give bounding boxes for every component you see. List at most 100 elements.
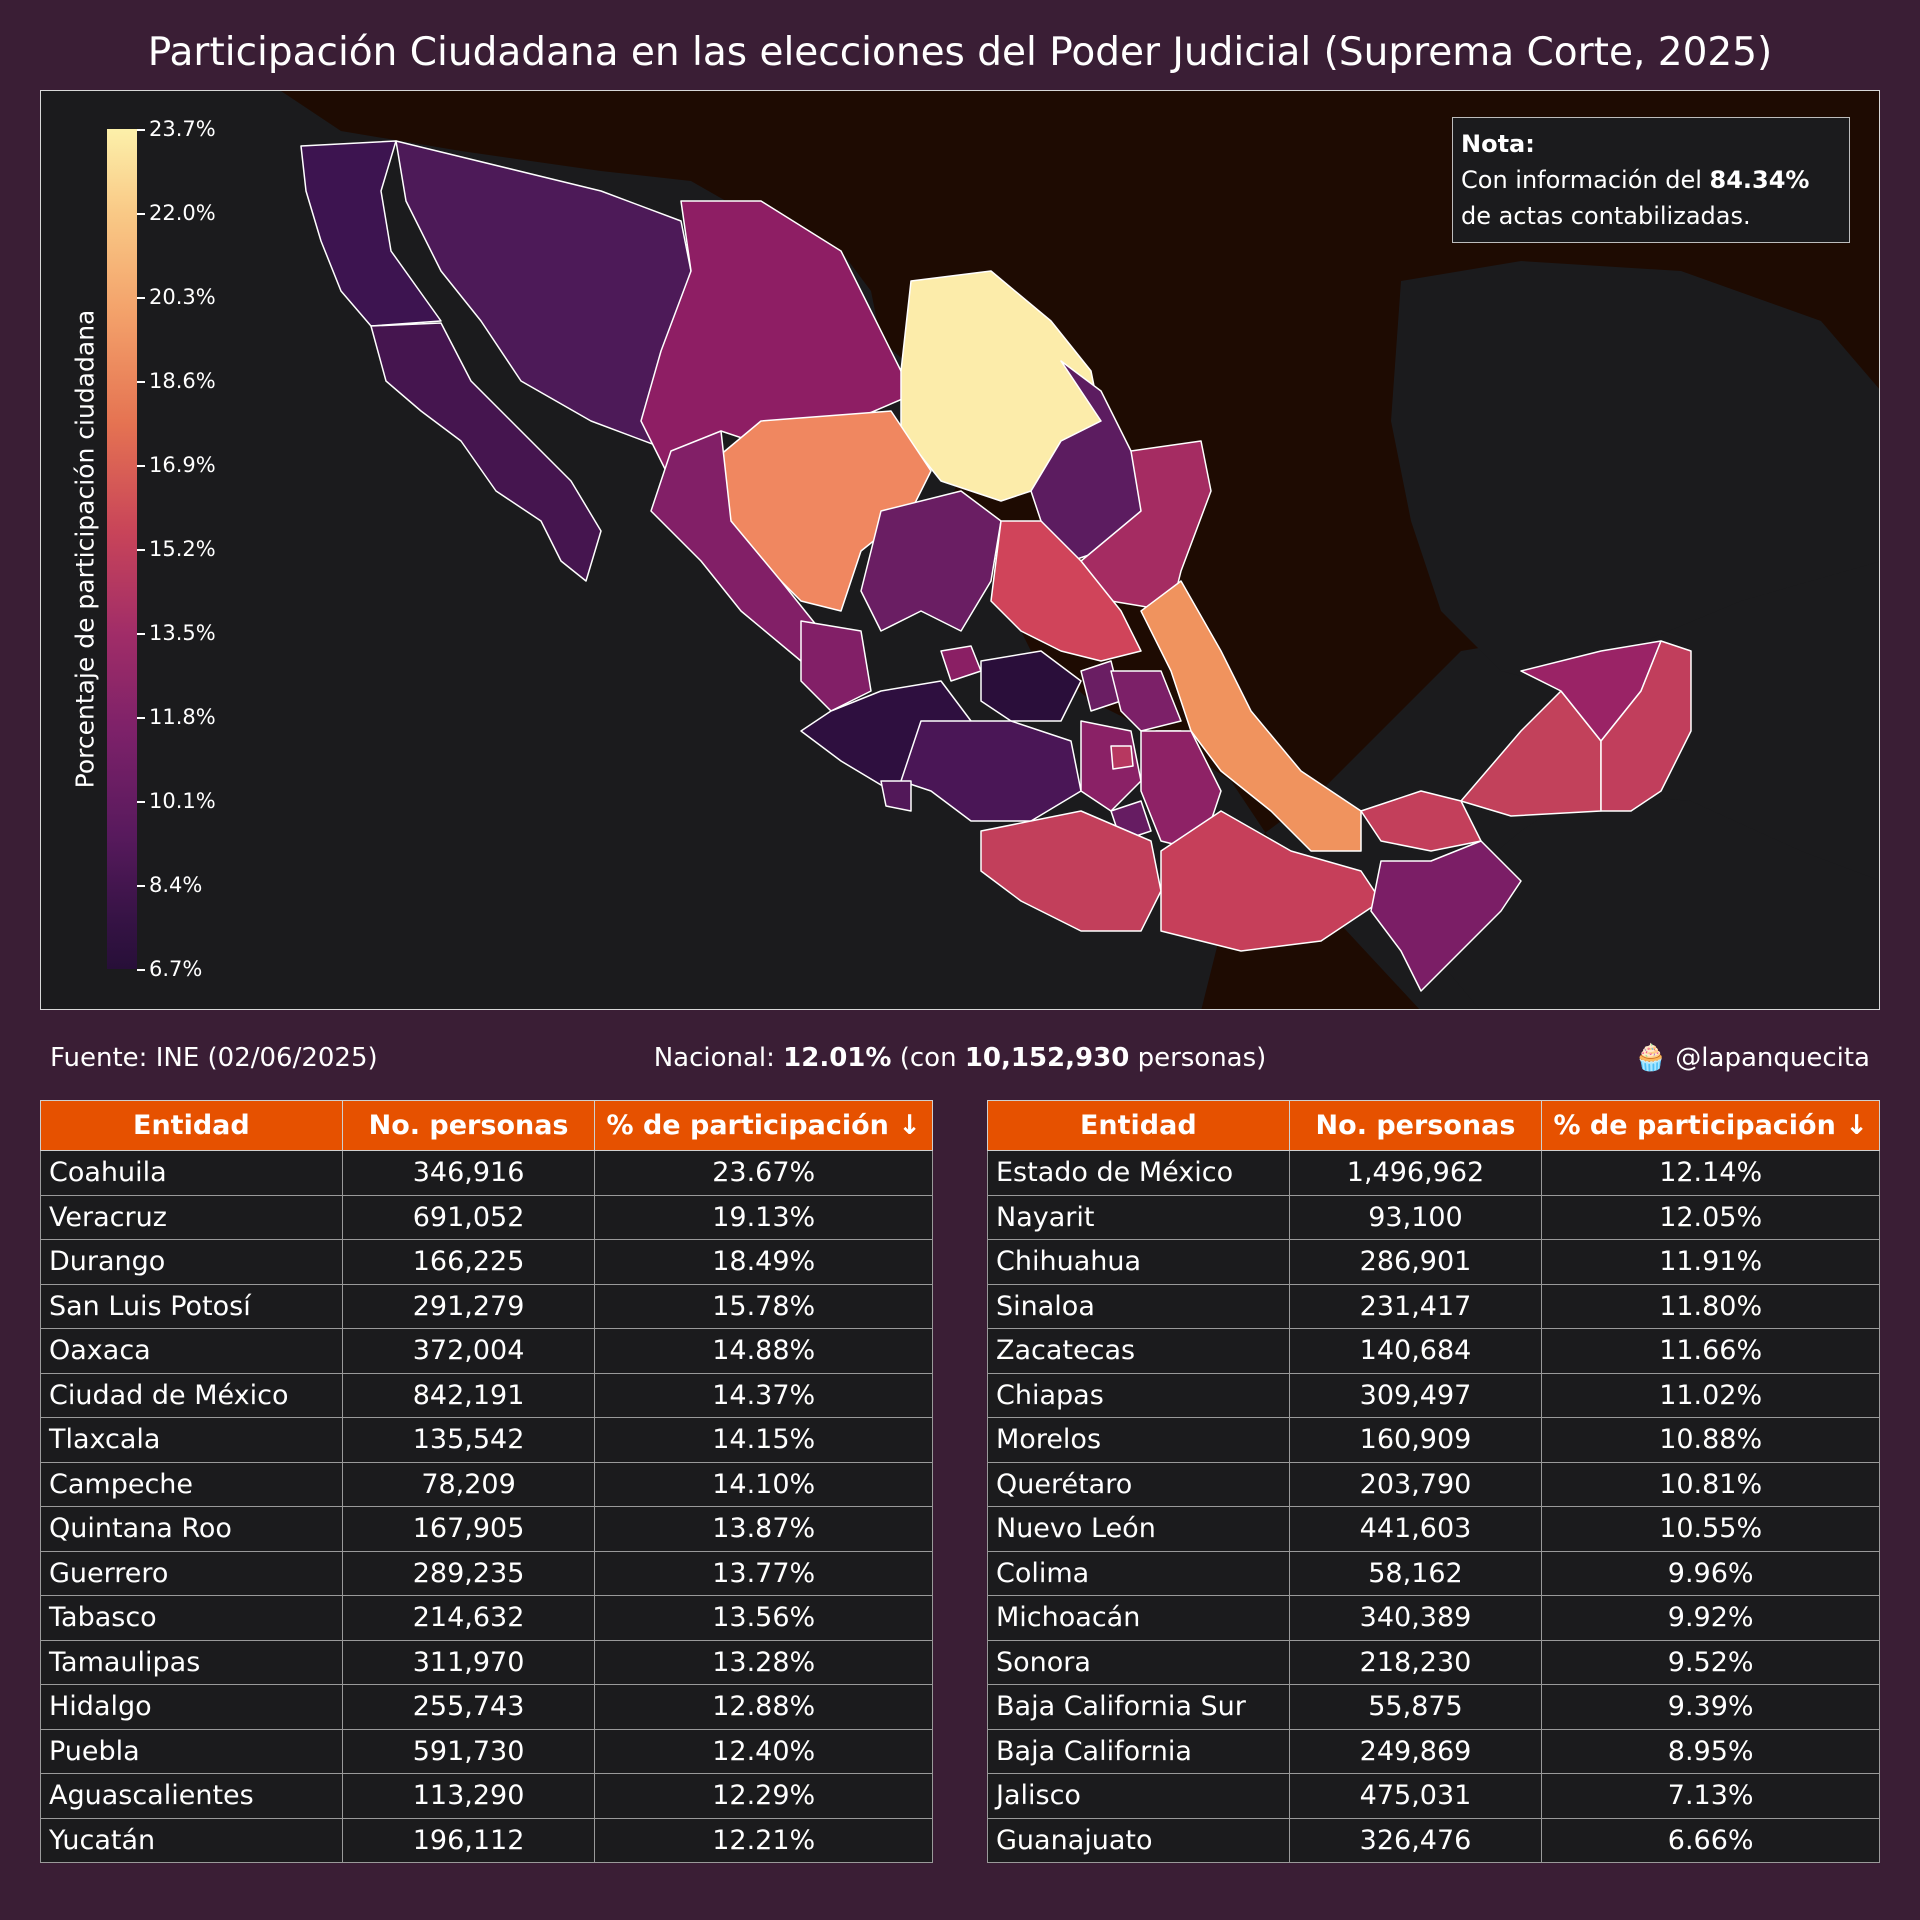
note-line1-value: 84.34% — [1709, 166, 1810, 194]
col-header-personas[interactable]: No. personas — [341, 1100, 596, 1151]
cell-entidad: Hidalgo — [40, 1684, 343, 1730]
col-header-personas[interactable]: No. personas — [1288, 1100, 1543, 1151]
state-hidalgo — [1110, 670, 1182, 732]
cell-personas: 286,901 — [1288, 1239, 1543, 1285]
cell-personas: 591,730 — [341, 1728, 596, 1774]
table-row: Tlaxcala 135,542 14.15% — [40, 1417, 933, 1463]
cell-personas: 58,162 — [1288, 1550, 1543, 1596]
table-row: Oaxaca 372,004 14.88% — [40, 1328, 933, 1374]
colorbar-tick — [137, 885, 145, 887]
cell-personas: 166,225 — [341, 1239, 596, 1285]
cell-entidad: Guanajuato — [987, 1817, 1290, 1863]
cell-entidad: Sinaloa — [987, 1283, 1290, 1329]
national-pct: 12.01% — [783, 1043, 892, 1073]
table-row: Ciudad de México 842,191 14.37% — [40, 1372, 933, 1418]
national-people: 10,152,930 — [964, 1043, 1130, 1073]
state-shapes — [300, 140, 1692, 992]
table-row: Estado de México 1,496,962 12.14% — [987, 1150, 1880, 1196]
cell-entidad: Tlaxcala — [40, 1417, 343, 1463]
cell-participacion: 15.78% — [594, 1283, 933, 1329]
cell-personas: 93,100 — [1288, 1194, 1543, 1240]
cell-participacion: 11.91% — [1541, 1239, 1880, 1285]
cell-personas: 196,112 — [341, 1817, 596, 1863]
cell-participacion: 13.28% — [594, 1639, 933, 1685]
cell-entidad: Michoacán — [987, 1595, 1290, 1641]
col-header-entidad[interactable]: Entidad — [987, 1100, 1290, 1151]
cell-entidad: Puebla — [40, 1728, 343, 1774]
colorbar-tick — [137, 381, 145, 383]
cell-personas: 78,209 — [341, 1461, 596, 1507]
state-san-luis-potosi — [990, 520, 1142, 662]
cell-participacion: 14.37% — [594, 1372, 933, 1418]
cell-personas: 326,476 — [1288, 1817, 1543, 1863]
table-row: Querétaro 203,790 10.81% — [987, 1461, 1880, 1507]
cell-entidad: Oaxaca — [40, 1328, 343, 1374]
table-row: Veracruz 691,052 19.13% — [40, 1194, 933, 1240]
cell-personas: 203,790 — [1288, 1461, 1543, 1507]
col-header-participacion[interactable]: % de participación ↓ — [594, 1100, 933, 1151]
cell-participacion: 9.52% — [1541, 1639, 1880, 1685]
table-row: Nuevo León 441,603 10.55% — [987, 1506, 1880, 1552]
cell-personas: 691,052 — [341, 1194, 596, 1240]
colorbar-tick-label: 15.2% — [149, 537, 216, 561]
usa-land — [1391, 261, 1879, 681]
cell-personas: 309,497 — [1288, 1372, 1543, 1418]
table-row: Hidalgo 255,743 12.88% — [40, 1684, 933, 1730]
cell-participacion: 14.10% — [594, 1461, 933, 1507]
colorbar-tick-label: 11.8% — [149, 705, 216, 729]
state-guerrero — [980, 810, 1162, 932]
cell-participacion: 6.66% — [1541, 1817, 1880, 1863]
cell-personas: 441,603 — [1288, 1506, 1543, 1552]
cell-personas: 249,869 — [1288, 1728, 1543, 1774]
cell-entidad: Baja California Sur — [987, 1684, 1290, 1730]
cell-entidad: Sonora — [987, 1639, 1290, 1685]
cell-personas: 135,542 — [341, 1417, 596, 1463]
cell-personas: 372,004 — [341, 1328, 596, 1374]
cell-entidad: Tabasco — [40, 1595, 343, 1641]
cell-entidad: Chihuahua — [987, 1239, 1290, 1285]
colorbar — [107, 129, 137, 969]
table-row: Jalisco 475,031 7.13% — [987, 1773, 1880, 1819]
cell-participacion: 19.13% — [594, 1194, 933, 1240]
cell-personas: 218,230 — [1288, 1639, 1543, 1685]
cell-personas: 55,875 — [1288, 1684, 1543, 1730]
mexico-map — [41, 91, 1879, 1009]
cell-entidad: Durango — [40, 1239, 343, 1285]
cell-participacion: 12.05% — [1541, 1194, 1880, 1240]
cell-entidad: Querétaro — [987, 1461, 1290, 1507]
colorbar-title: Porcentaje de participación ciudadana — [70, 309, 100, 789]
cell-participacion: 14.15% — [594, 1417, 933, 1463]
colorbar-tick-label: 10.1% — [149, 789, 216, 813]
table-row: Chihuahua 286,901 11.91% — [987, 1239, 1880, 1285]
cell-entidad: Nayarit — [987, 1194, 1290, 1240]
col-header-entidad[interactable]: Entidad — [40, 1100, 343, 1151]
state-quintana-roo — [1600, 640, 1692, 812]
cell-participacion: 10.88% — [1541, 1417, 1880, 1463]
cell-entidad: Tamaulipas — [40, 1639, 343, 1685]
table-left: Entidad No. personas % de participación … — [40, 1100, 933, 1863]
colorbar-tick — [137, 549, 145, 551]
cell-participacion: 12.40% — [594, 1728, 933, 1774]
cell-entidad: Campeche — [40, 1461, 343, 1507]
handle: 🧁 @lapanquecita — [1635, 1043, 1870, 1073]
cell-personas: 160,909 — [1288, 1417, 1543, 1463]
table-row: Tamaulipas 311,970 13.28% — [40, 1639, 933, 1685]
table-row: Zacatecas 140,684 11.66% — [987, 1328, 1880, 1374]
note-box: Nota: Con información del 84.34% de acta… — [1452, 117, 1850, 243]
table-row: Puebla 591,730 12.40% — [40, 1728, 933, 1774]
cell-personas: 340,389 — [1288, 1595, 1543, 1641]
table-row: Tabasco 214,632 13.56% — [40, 1595, 933, 1641]
state-colima — [880, 780, 912, 812]
col-header-participacion[interactable]: % de participación ↓ — [1541, 1100, 1880, 1151]
cell-entidad: Nuevo León — [987, 1506, 1290, 1552]
state-sonora — [395, 140, 702, 452]
colorbar-tick-label: 13.5% — [149, 621, 216, 645]
table-right: Entidad No. personas % de participación … — [987, 1100, 1880, 1863]
national-label: Nacional: — [653, 1043, 775, 1073]
cell-entidad: Colima — [987, 1550, 1290, 1596]
cell-participacion: 12.29% — [594, 1773, 933, 1819]
cell-participacion: 10.81% — [1541, 1461, 1880, 1507]
national-mid: (con — [899, 1043, 957, 1073]
table-row: Guerrero 289,235 13.77% — [40, 1550, 933, 1596]
cell-personas: 842,191 — [341, 1372, 596, 1418]
